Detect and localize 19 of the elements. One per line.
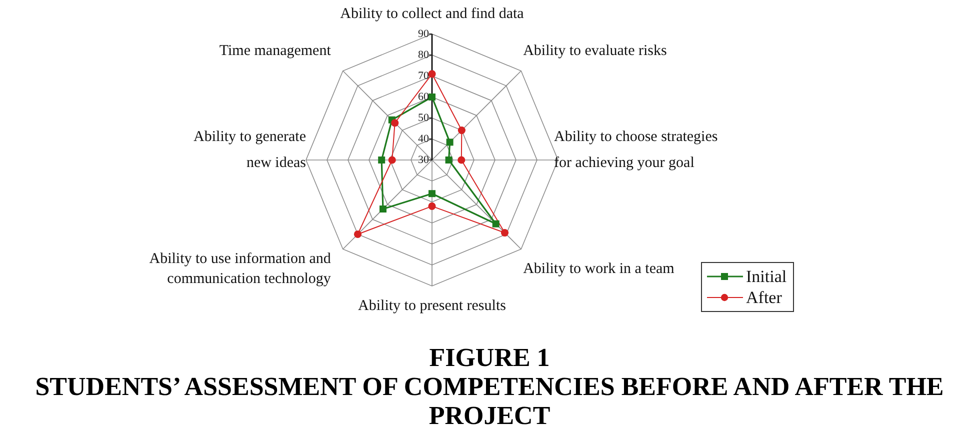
legend-label: Initial <box>746 266 787 287</box>
spoke-label: Ability to present results <box>358 298 506 314</box>
y-tick-label: 80 <box>418 49 430 61</box>
spoke-label: Ability to use information and communication technology <box>149 251 332 288</box>
legend-label: After <box>746 287 782 308</box>
spoke-label: Ability to generate new ideas <box>194 129 306 171</box>
text: FIGURE 1 <box>428 343 551 372</box>
spoke-label: Time management <box>219 42 332 59</box>
text: STUDENTS’ ASSESSMENT OF COMPETENCIES BEFORE AND AFTER THE PROJECT <box>34 372 945 430</box>
spoke-label: Ability to choose strategies for achieving your goal <box>554 129 718 171</box>
spoke-label: Ability to evaluate risks <box>523 42 667 59</box>
y-tick-label: 60 <box>418 91 430 103</box>
spoke-label: Ability to work in a team <box>523 261 675 278</box>
spoke-label: Ability to collect and find data <box>340 6 524 22</box>
y-tick-label: 70 <box>418 70 430 82</box>
y-tick-label: 90 <box>418 28 430 40</box>
y-tick-label: 30 <box>418 154 430 166</box>
y-tick-label: 40 <box>418 133 430 145</box>
y-tick-label: 50 <box>418 112 430 124</box>
